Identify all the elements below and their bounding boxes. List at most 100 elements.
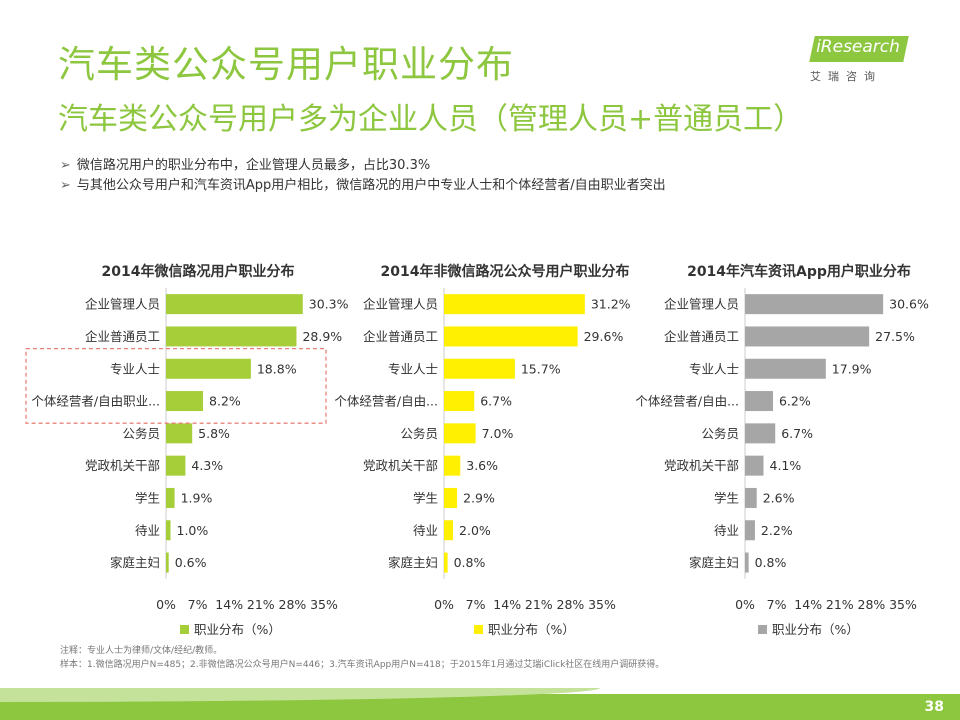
- x-tick-label: 28%: [279, 597, 307, 612]
- data-label: 27.5%: [875, 329, 915, 344]
- x-tick-label: 35%: [588, 597, 616, 612]
- data-label: 28.9%: [302, 329, 342, 344]
- bar: [444, 552, 448, 573]
- bar: [166, 520, 171, 541]
- logo-text: iResearch: [816, 37, 900, 57]
- data-label: 2.0%: [459, 523, 491, 538]
- logo-cn-text: 艾瑞咨询: [810, 70, 882, 83]
- x-tick-label: 0%: [434, 597, 454, 612]
- category-label: 家庭主妇: [110, 555, 160, 570]
- data-label: 6.2%: [779, 394, 811, 409]
- data-label: 30.6%: [889, 297, 929, 312]
- data-label: 6.7%: [480, 394, 512, 409]
- bar: [166, 391, 204, 412]
- bar: [166, 552, 169, 573]
- bar: [745, 391, 773, 412]
- legend-swatch: [474, 625, 483, 634]
- bullet-arrow-icon: ➢: [60, 158, 71, 173]
- data-label: 17.9%: [832, 361, 872, 376]
- footnote: 注释：专业人士为律师/文体/经纪/教师。 样本：1.微信路况用户N=485；2.…: [60, 644, 664, 672]
- category-label: 待业: [714, 523, 739, 538]
- bar: [444, 391, 475, 412]
- bar: [444, 487, 458, 508]
- category-label: 公务员: [701, 426, 739, 441]
- data-label: 7.0%: [482, 426, 514, 441]
- category-label: 公务员: [122, 426, 160, 441]
- page-number: 38: [924, 699, 944, 715]
- chart-title: 2014年汽车资讯App用户职业分布: [687, 263, 911, 280]
- bar: [444, 520, 454, 541]
- category-label: 个体经营者/自由职业...: [31, 394, 160, 409]
- legend-swatch: [758, 625, 767, 634]
- x-tick-label: 14%: [794, 597, 822, 612]
- bullet-item: ➢ 与其他公众号用户和汽车资讯App用户相比，微信路况的用户中专业人士和个体经营者…: [60, 176, 666, 196]
- x-tick-label: 14%: [215, 597, 243, 612]
- category-label: 学生: [135, 490, 160, 505]
- bar: [166, 487, 175, 508]
- category-label: 专业人士: [110, 361, 160, 376]
- bar: [745, 358, 826, 379]
- category-label: 学生: [413, 490, 438, 505]
- bar: [166, 423, 193, 444]
- bar: [444, 423, 476, 444]
- x-tick-label: 21%: [525, 597, 553, 612]
- chart-title: 2014年微信路况用户职业分布: [102, 263, 295, 280]
- x-tick-label: 35%: [889, 597, 917, 612]
- category-label: 家庭主妇: [388, 555, 438, 570]
- x-tick-label: 7%: [466, 597, 486, 612]
- bar: [444, 294, 585, 315]
- category-label: 企业管理人员: [363, 297, 438, 312]
- data-label: 2.6%: [763, 490, 795, 505]
- data-label: 6.7%: [781, 426, 813, 441]
- x-tick-label: 0%: [735, 597, 755, 612]
- data-label: 0.8%: [755, 555, 787, 570]
- bar: [444, 326, 578, 347]
- iresearch-logo: iResearch 艾瑞咨询: [808, 34, 909, 86]
- highlight-box: [25, 347, 327, 424]
- category-label: 企业管理人员: [85, 297, 160, 312]
- legend-swatch: [180, 625, 189, 634]
- data-label: 30.3%: [309, 297, 349, 312]
- data-label: 0.6%: [175, 555, 207, 570]
- data-label: 8.2%: [209, 394, 241, 409]
- category-label: 企业普通员工: [363, 329, 438, 344]
- category-label: 党政机关干部: [363, 458, 438, 473]
- category-label: 个体经营者/自由...: [334, 394, 438, 409]
- bar: [166, 294, 303, 315]
- x-tick-label: 7%: [767, 597, 787, 612]
- data-label: 2.2%: [761, 523, 793, 538]
- category-label: 党政机关干部: [85, 458, 160, 473]
- bar: [166, 326, 297, 347]
- category-label: 企业普通员工: [664, 329, 739, 344]
- category-label: 待业: [413, 523, 438, 538]
- x-tick-label: 28%: [858, 597, 886, 612]
- category-label: 个体经营者/自由...: [635, 394, 739, 409]
- bullet-text: 微信路况用户的职业分布中，企业管理人员最多，占比30.3%: [76, 158, 431, 173]
- bar: [745, 520, 755, 541]
- page-title: 汽车类公众号用户职业分布: [58, 43, 514, 86]
- data-label: 31.2%: [591, 297, 631, 312]
- legend-label: 职业分布（%）: [488, 622, 575, 637]
- bar: [745, 294, 884, 315]
- category-label: 公务员: [400, 426, 438, 441]
- bar: [745, 487, 757, 508]
- bar: [444, 358, 515, 379]
- data-label: 5.8%: [198, 426, 230, 441]
- bar: [166, 455, 186, 476]
- footnote-sample: 样本：1.微信路况用户N=485；2.非微信路况公众号用户N=446；3.汽车资…: [60, 660, 665, 670]
- x-tick-label: 14%: [493, 597, 521, 612]
- category-label: 专业人士: [689, 361, 739, 376]
- x-tick-label: 21%: [247, 597, 275, 612]
- bar: [745, 552, 749, 573]
- bullet-text: 与其他公众号用户和汽车资讯App用户相比，微信路况的用户中专业人士和个体经营者/…: [76, 178, 666, 193]
- footnote-note: 注释：专业人士为律师/文体/经纪/教师。: [60, 646, 223, 656]
- legend-label: 职业分布（%）: [772, 622, 859, 637]
- data-label: 0.8%: [454, 555, 486, 570]
- category-label: 家庭主妇: [689, 555, 739, 570]
- bar: [745, 326, 870, 347]
- page-subtitle: 汽车类公众号用户多为企业人员（管理人员+普通员工）: [58, 102, 804, 137]
- chart-title: 2014年非微信路况公众号用户职业分布: [381, 263, 630, 280]
- category-label: 企业普通员工: [85, 329, 160, 344]
- bullet-arrow-icon: ➢: [60, 178, 71, 193]
- data-label: 2.9%: [463, 490, 495, 505]
